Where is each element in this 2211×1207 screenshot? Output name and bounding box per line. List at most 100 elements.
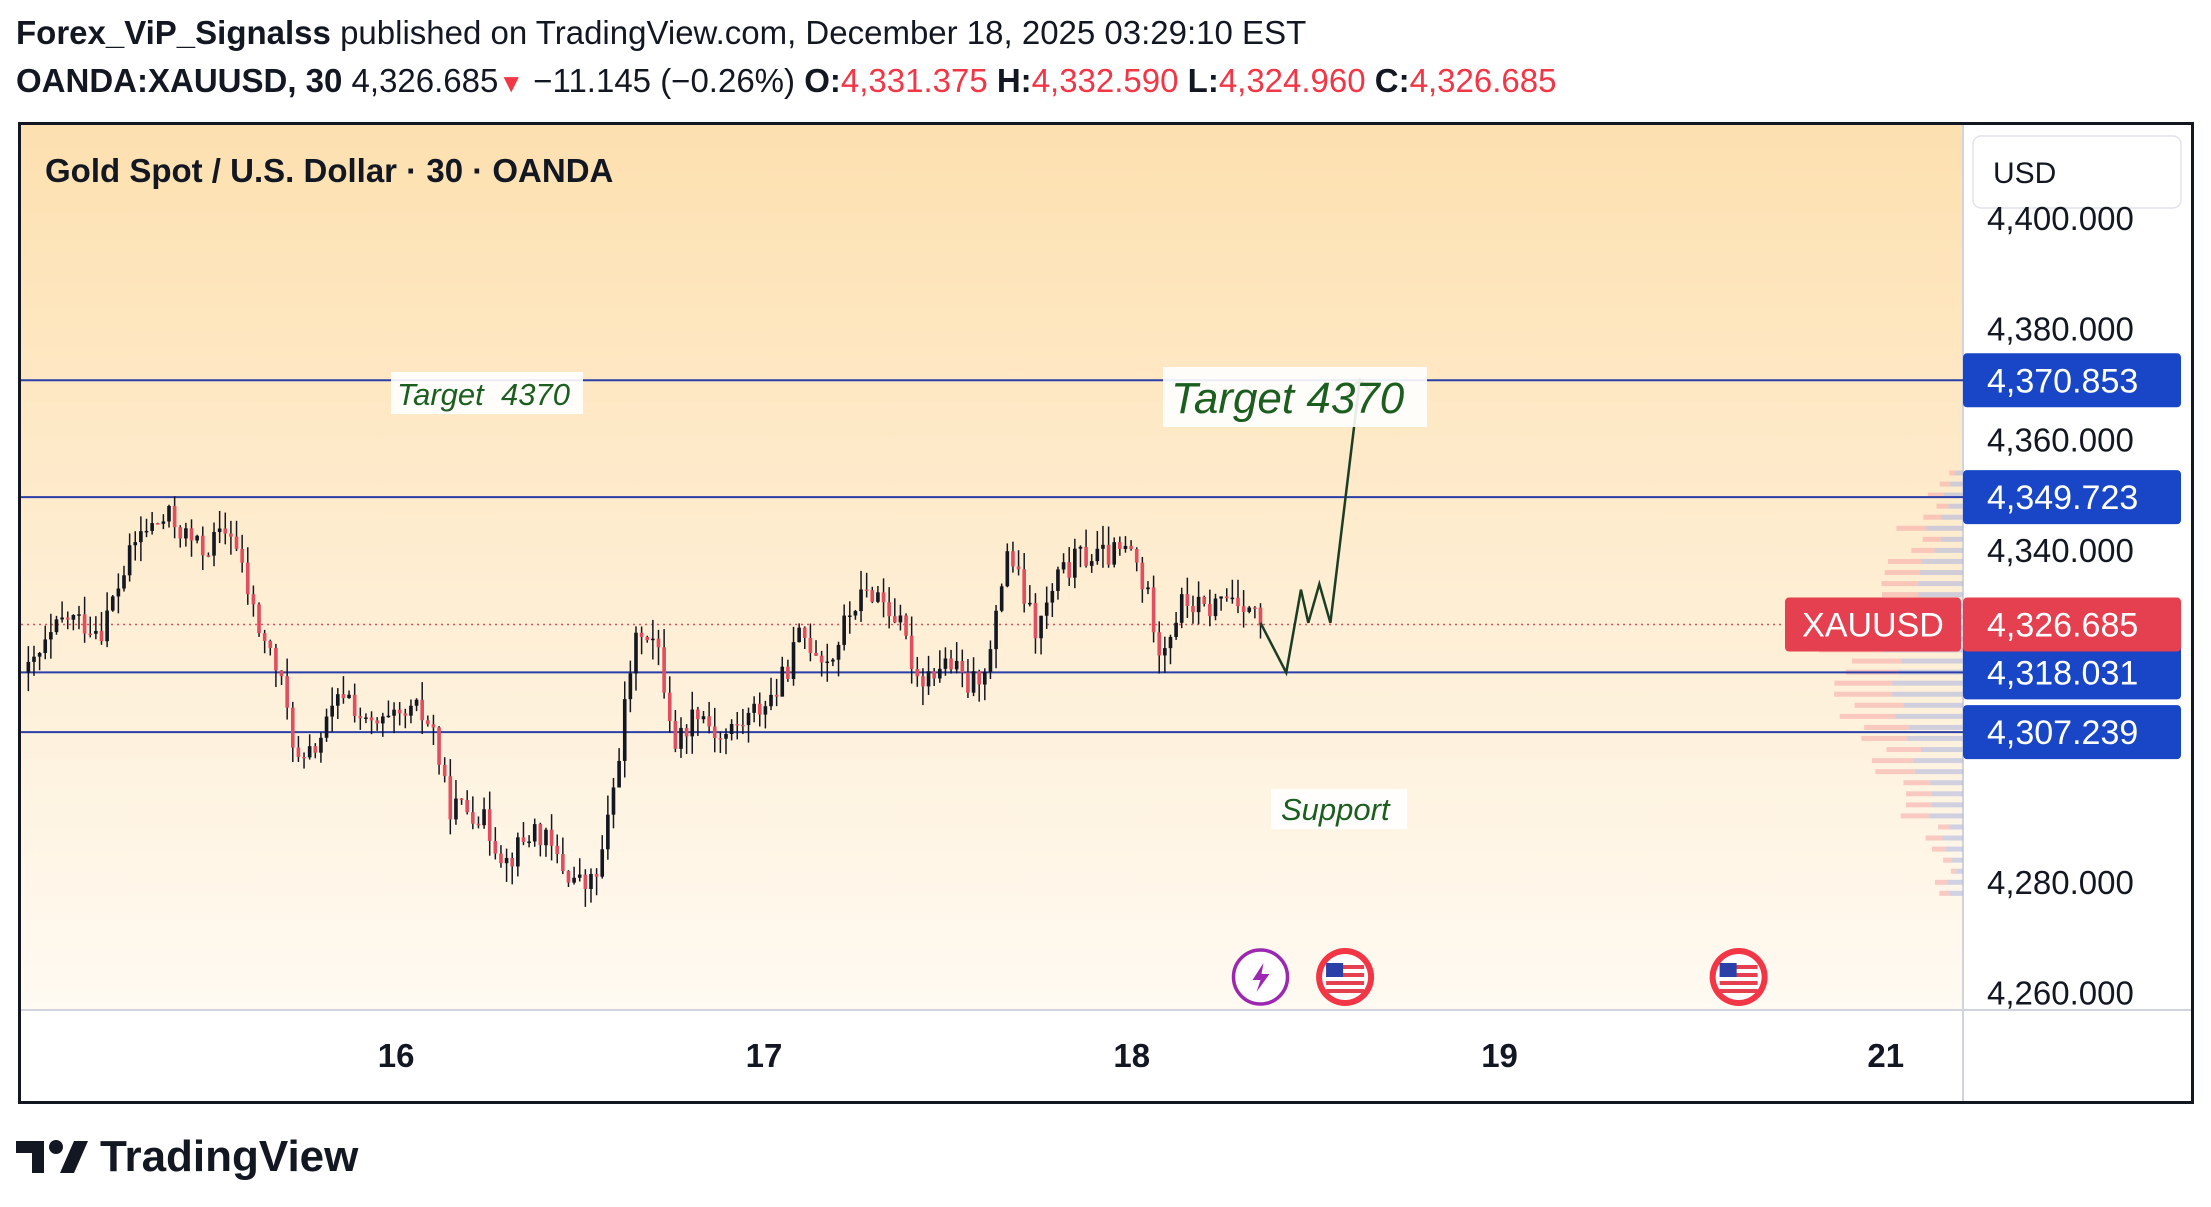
candle-bear (864, 589, 869, 591)
candle-bear (358, 716, 363, 719)
candle-bull (1146, 587, 1150, 590)
chart-frame[interactable]: Target 4370 Target 4370 Support Gold Spo… (18, 122, 2194, 1104)
tradingview-logo[interactable]: TradingView (16, 1132, 358, 1182)
candle-bull (105, 610, 109, 642)
candle-bear (814, 652, 818, 656)
candle-bear (313, 746, 318, 753)
candle-bear (1236, 597, 1240, 607)
candle-bear (1106, 544, 1111, 565)
candle-bull (454, 798, 458, 820)
candle-bull (999, 586, 1004, 611)
candle-bear (802, 627, 807, 638)
candle-bull (1089, 561, 1094, 566)
annotation-target-small[interactable]: Target 4370 (391, 372, 583, 414)
volume-bar-down (1905, 802, 1932, 808)
candle-bull (634, 632, 638, 674)
flag-stripe (1326, 965, 1365, 969)
high-label: H: (996, 62, 1032, 99)
candle-bull (791, 642, 796, 679)
candle-bull (937, 668, 942, 679)
volume-bar-up (1943, 492, 1963, 498)
level-price-tag (1963, 705, 2181, 760)
volume-bar-up (1952, 857, 1963, 863)
annotation-target-large[interactable]: Target 4370 (1163, 367, 1427, 427)
level-price-tag-text: 4,349.723 (1987, 479, 2138, 517)
close-value: 4,326.685 (1409, 62, 1557, 99)
price-axis-ticks: 4,400.000 4,380.000 4,360.000 4,340.000 4,28… (1987, 200, 2134, 1011)
volume-bar-up (1921, 558, 1963, 564)
volume-bar-up (1901, 658, 1963, 664)
candle-bull (414, 699, 419, 706)
candle-bull (763, 706, 768, 715)
candle-bear (892, 616, 897, 623)
candle-bear (1067, 562, 1072, 578)
volume-bar-down (1939, 890, 1950, 896)
volume-bar-down (1922, 536, 1941, 542)
volume-bar-down (1884, 570, 1920, 576)
candle-bear (887, 602, 891, 617)
time-axis-ticks: 16 17 18 19 21 (378, 1037, 1904, 1074)
high-value: 4,332.590 (1031, 62, 1179, 99)
candle-bull (943, 658, 948, 669)
volume-bar-up (1949, 824, 1963, 830)
candle-bear (189, 528, 194, 541)
volume-bar-down (1925, 835, 1943, 841)
candle-bear (471, 812, 475, 824)
volume-bar-up (1930, 780, 1963, 786)
candle-bull (110, 596, 115, 611)
candle-bear (915, 669, 920, 677)
candle-bear (555, 845, 560, 855)
candle-bull (1101, 544, 1105, 549)
volume-bar-up (1934, 547, 1963, 553)
candle-bear (290, 707, 295, 748)
author-name[interactable]: Forex_ViP_Signalss (16, 14, 331, 51)
flag-stripe (1719, 981, 1758, 985)
volume-bar-up (1931, 802, 1963, 808)
candle-bear (1241, 606, 1246, 612)
candle-bear (251, 594, 256, 605)
candle-bull (752, 703, 756, 713)
published-text: published on TradingView.com, December 1… (340, 14, 1307, 51)
candle-bull (516, 837, 520, 867)
volume-bar-up (1949, 890, 1963, 896)
volume-bar-down (1886, 747, 1921, 753)
candle-bear (774, 694, 779, 697)
chart-canvas[interactable]: Target 4370 Target 4370 Support Gold Spo… (21, 125, 2191, 1101)
candle-bear (1022, 569, 1027, 604)
level-price-tag (1963, 645, 2181, 700)
candle-bull (133, 542, 138, 546)
candle-bull (577, 874, 582, 878)
candle-bear (448, 776, 453, 820)
candle-bull (49, 632, 53, 640)
flag-stripe (1326, 973, 1365, 977)
candle-bear (549, 829, 554, 846)
level-price-tag-text: 4,318.031 (1987, 654, 2138, 692)
volume-bar-down (1938, 824, 1950, 830)
symbol-name[interactable]: OANDA:XAUUSD, 30 (16, 62, 343, 99)
annotation-target-small-text: Target 4370 (397, 377, 570, 412)
candle-bull (54, 619, 59, 633)
candle-bull (324, 716, 329, 738)
candle-bull (825, 661, 830, 664)
plot-background (21, 125, 1963, 1010)
candle-bear (1118, 542, 1122, 549)
candle-bear (707, 716, 711, 727)
volume-bar-up (1918, 592, 1963, 598)
currency-selector[interactable]: USD (1972, 135, 2182, 209)
volume-bar-up (1908, 724, 1963, 730)
projection-line[interactable] (1259, 379, 1362, 677)
level-price-tag (1963, 353, 2181, 408)
candle-bear (521, 837, 526, 843)
candle-bull (617, 760, 621, 788)
candle-bear (881, 592, 886, 603)
candle-bear (369, 717, 374, 721)
candle-bear (1157, 632, 1162, 656)
volume-bar-down (1871, 758, 1913, 764)
low-value: 4,324.960 (1218, 62, 1366, 99)
candle-bull (1039, 615, 1043, 639)
candle-bear (966, 672, 970, 693)
annotation-support[interactable]: Support (1271, 789, 1407, 829)
publish-header: Forex_ViP_Signalss published on TradingV… (16, 14, 1306, 52)
symbol-tag-text: XAUUSD (1802, 607, 1944, 645)
candle-bull (982, 671, 987, 685)
